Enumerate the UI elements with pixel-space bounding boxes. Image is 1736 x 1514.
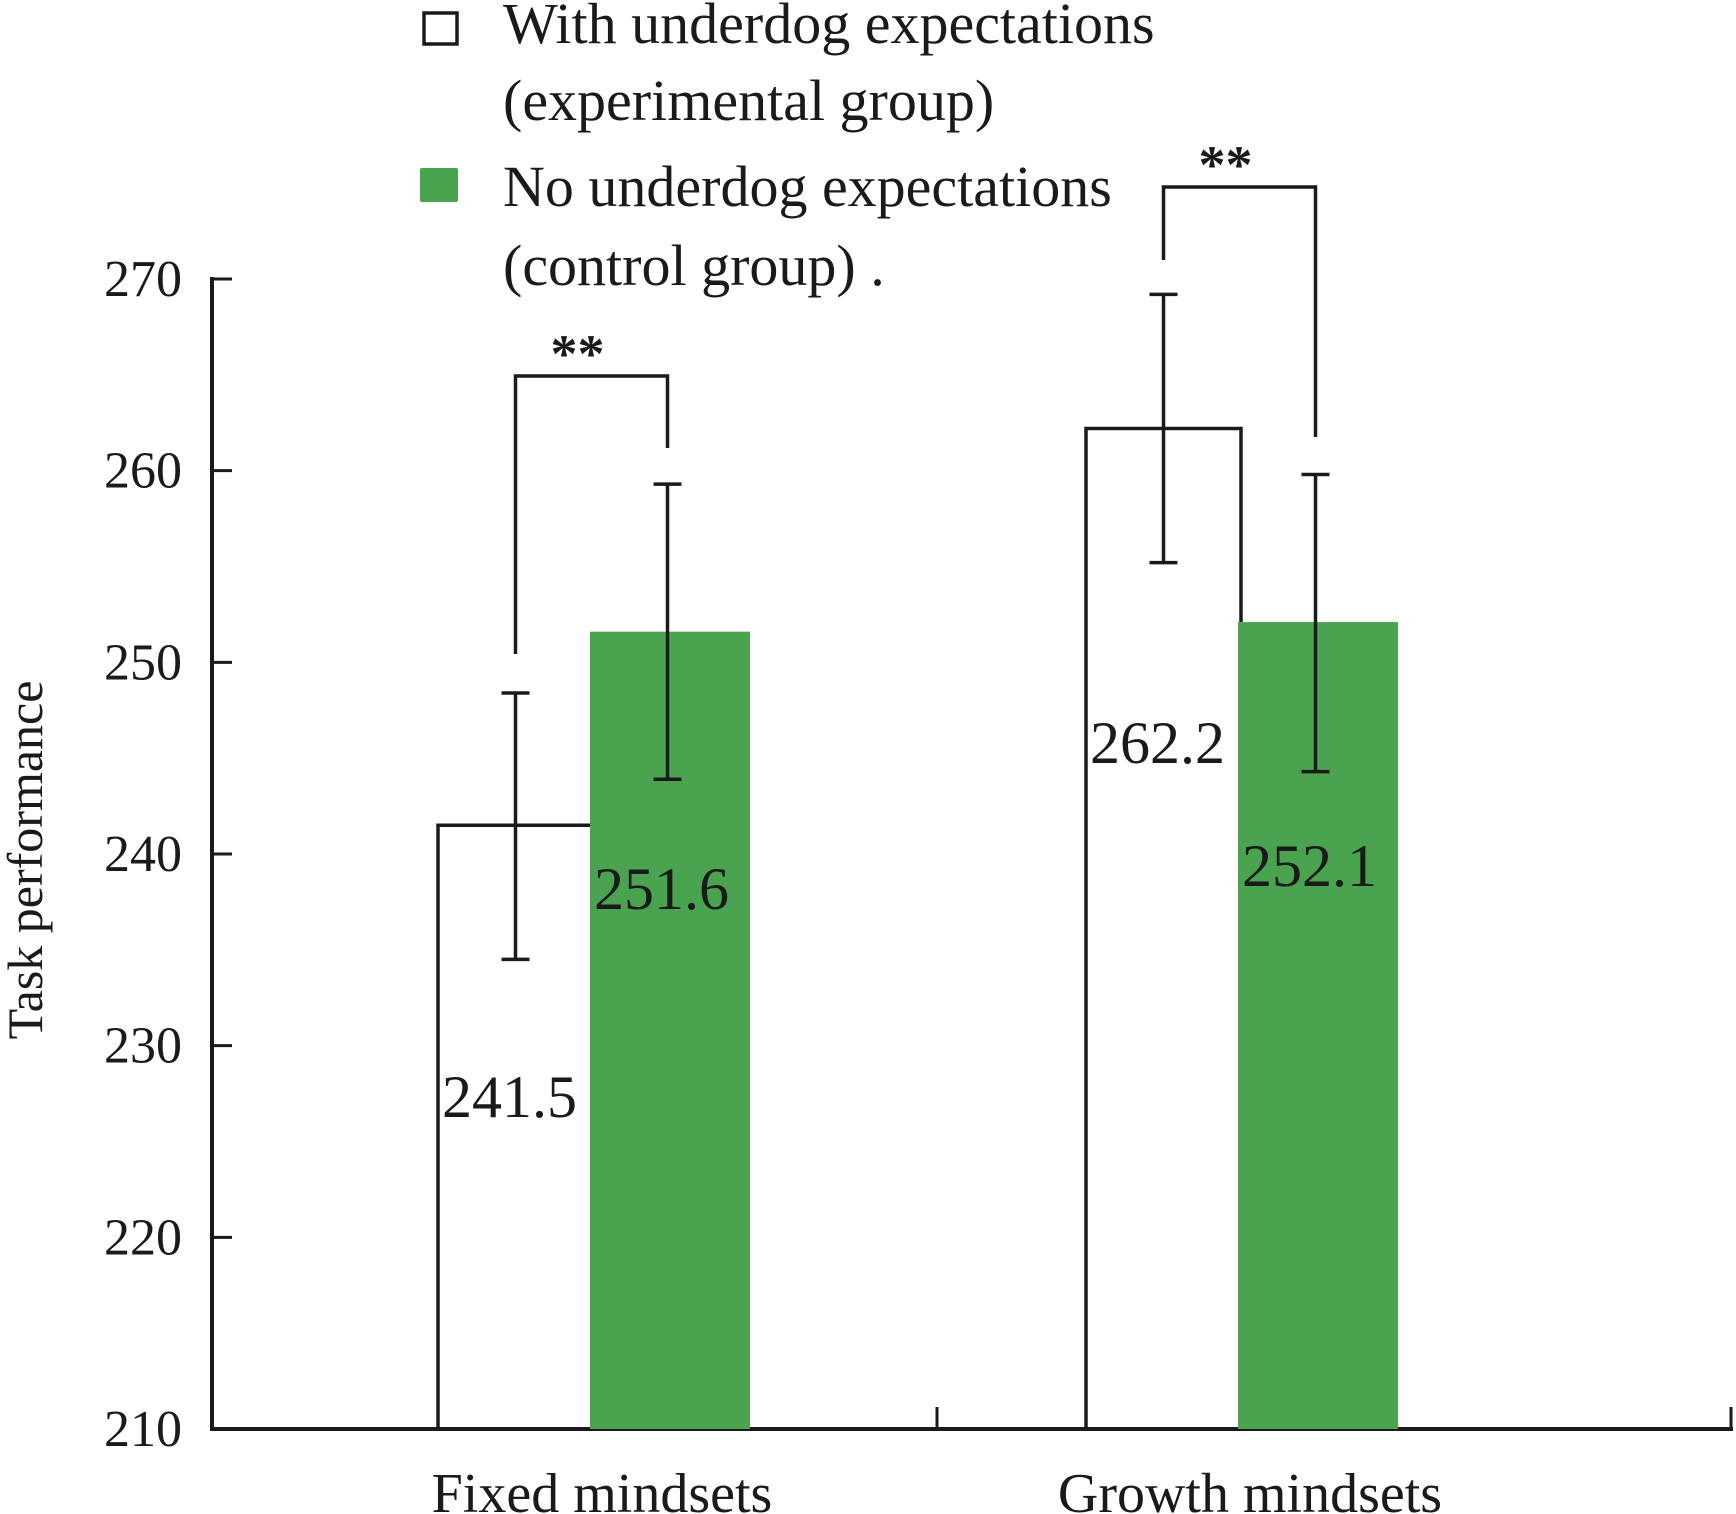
- y-axis-label: Task performance: [0, 681, 53, 1040]
- data-label: 262.2: [1090, 710, 1225, 776]
- legend-label: With underdog expectations: [503, 0, 1155, 56]
- legend-label: No underdog expectations: [503, 154, 1112, 219]
- significance-stars: **: [551, 324, 605, 384]
- bar: [590, 631, 750, 1429]
- y-tick-label: 240: [104, 826, 182, 883]
- significance-brackets: ** **: [513, 135, 1318, 654]
- bar: [1084, 426, 1243, 1429]
- significance-bracket: [1161, 185, 1318, 437]
- legend-swatch: [420, 168, 458, 202]
- bar: [436, 823, 593, 1429]
- axes: 210 220 230 240 250 260 270 Fixed mindsets Growt…: [104, 251, 1733, 1514]
- y-tick-label: 260: [104, 443, 182, 500]
- bar: [1238, 622, 1398, 1429]
- legend-label: (control group) .: [503, 233, 885, 298]
- y-tick-label: 270: [104, 251, 182, 308]
- data-label: 251.6: [594, 856, 729, 922]
- y-tick-label: 230: [104, 1018, 182, 1075]
- data-label: 252.1: [1242, 833, 1377, 899]
- significance-stars: **: [1199, 135, 1253, 195]
- data-label: 241.5: [442, 1064, 577, 1130]
- x-tick-label: Growth mindsets: [1058, 1463, 1442, 1514]
- value-labels: 241.5 262.2 251.6 252.1: [442, 710, 1377, 1130]
- legend-swatch: [422, 11, 459, 46]
- bars: [436, 426, 1398, 1429]
- legend-label: (experimental group): [503, 68, 994, 133]
- x-tick-label: Fixed mindsets: [432, 1463, 773, 1514]
- error-bars: [501, 292, 1330, 962]
- y-tick-label: 210: [104, 1401, 182, 1458]
- significance-bracket: [513, 374, 670, 654]
- y-tick-label: 250: [104, 634, 182, 691]
- legend: With underdog expectations (experimental …: [420, 0, 1155, 298]
- y-tick-label: 220: [104, 1209, 182, 1266]
